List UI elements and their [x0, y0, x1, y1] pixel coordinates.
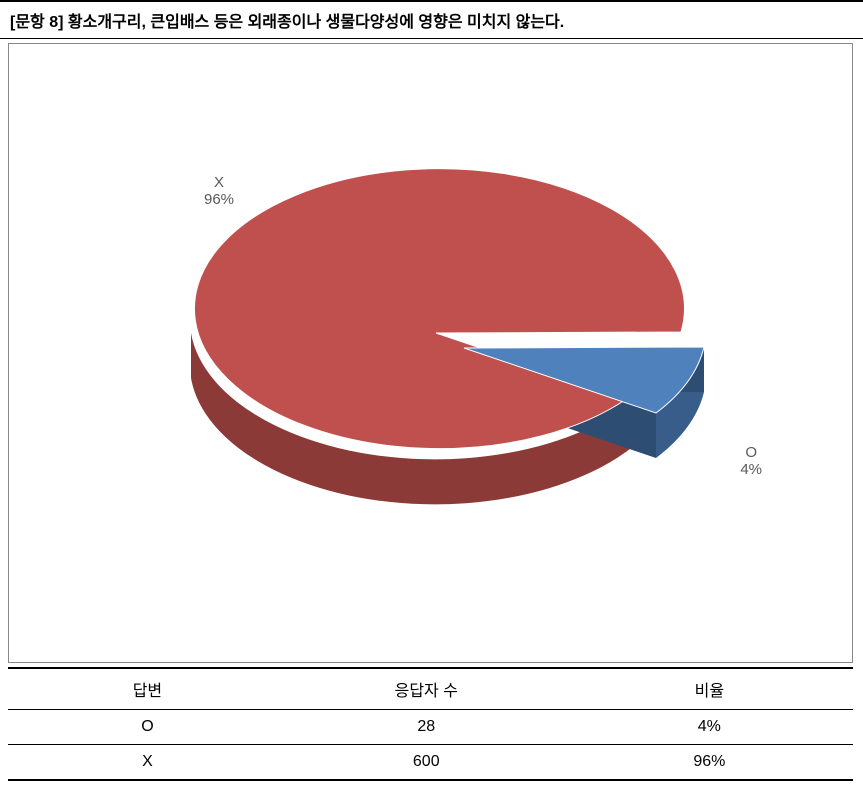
slice-label-x: X 96%	[204, 174, 234, 208]
cell-count-x: 600	[287, 745, 566, 781]
pie-chart-area: X 96% O 4%	[8, 43, 853, 663]
slice-label-o: O 4%	[740, 444, 762, 478]
pie-top-x	[194, 169, 684, 449]
col-answer: 답변	[8, 668, 287, 710]
col-ratio: 비율	[566, 668, 853, 710]
cell-ratio-o: 4%	[566, 710, 853, 745]
slice-label-o-pct: 4%	[740, 461, 762, 478]
page-container: [문항 8] 황소개구리, 큰입배스 등은 외래종이나 생물다양성에 영향은 미…	[0, 0, 863, 781]
slice-label-x-name: X	[204, 174, 234, 191]
table-row: O 28 4%	[8, 710, 853, 745]
slice-label-o-name: O	[740, 444, 762, 461]
table-header-row: 답변 응답자 수 비율	[8, 668, 853, 710]
table-row: X 600 96%	[8, 745, 853, 781]
results-table: 답변 응답자 수 비율 O 28 4% X 600 96%	[8, 667, 853, 781]
question-title: [문항 8] 황소개구리, 큰입배스 등은 외래종이나 생물다양성에 영향은 미…	[0, 0, 863, 39]
cell-count-o: 28	[287, 710, 566, 745]
cell-ratio-x: 96%	[566, 745, 853, 781]
slice-label-x-pct: 96%	[204, 191, 234, 208]
cell-answer-o: O	[8, 710, 287, 745]
cell-answer-x: X	[8, 745, 287, 781]
col-count: 응답자 수	[287, 668, 566, 710]
